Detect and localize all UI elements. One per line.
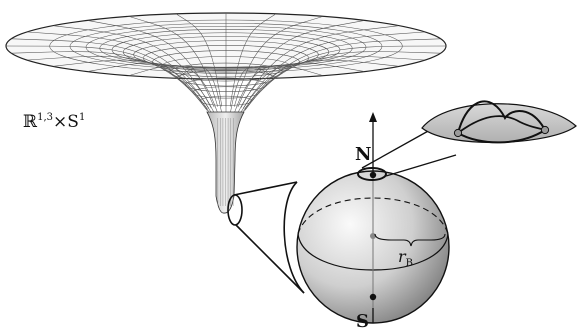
funnel-spoke xyxy=(27,31,210,109)
throat-ring xyxy=(227,194,243,226)
radius-brace xyxy=(374,233,446,247)
sphere: rB xyxy=(296,112,450,324)
inset-point-left xyxy=(453,128,463,138)
north-label: N xyxy=(355,144,371,165)
funnel-spoke xyxy=(53,59,212,113)
north-pole-point xyxy=(369,171,377,179)
inset-cap xyxy=(421,100,577,144)
spacetime-label: ℝ1,3×S1 xyxy=(23,112,85,132)
funnel-spoke xyxy=(237,20,364,108)
throat-lines xyxy=(217,117,234,207)
funnel-spoke xyxy=(176,14,223,107)
inset-point-right xyxy=(540,125,550,135)
funnel-spoke xyxy=(53,25,212,108)
radius-label: rB xyxy=(398,247,413,269)
funnel-spoke xyxy=(242,55,425,112)
funnel-spoke xyxy=(229,66,276,114)
funnel-spoke xyxy=(240,25,399,108)
cone-bottom-edge xyxy=(235,224,305,294)
funnel-spoke xyxy=(244,38,441,110)
axis-arrowhead xyxy=(369,112,377,122)
north-loop xyxy=(357,167,387,181)
funnel-spoke xyxy=(242,31,425,109)
zoom-cone xyxy=(227,181,305,294)
funnel-spoke xyxy=(244,51,441,111)
funnel-spoke xyxy=(130,65,219,114)
inset-loop-lower xyxy=(457,129,546,144)
funnel-spoke xyxy=(11,51,208,111)
funnel-spoke xyxy=(176,66,223,114)
cone-top-edge xyxy=(233,181,298,196)
south-pole-point xyxy=(369,293,377,301)
inset-line-upper xyxy=(361,129,431,169)
inset-loop-upper xyxy=(457,100,546,134)
funnel-spoke xyxy=(130,16,219,107)
inset-zoom-lines xyxy=(361,129,457,177)
funnel-mesh xyxy=(5,12,447,114)
south-label: S xyxy=(356,311,369,328)
funnel-spoke xyxy=(5,45,208,111)
funnel-spoke xyxy=(229,14,276,107)
funnel-spoke xyxy=(88,20,215,108)
funnel-spoke xyxy=(240,59,399,113)
funnel-spoke xyxy=(244,45,447,111)
funnel-spoke xyxy=(11,38,208,110)
cone-far-rim xyxy=(283,181,305,294)
inset-loop-middle xyxy=(457,115,546,134)
inset-line-lower xyxy=(385,154,457,177)
funnel-surface xyxy=(5,12,447,214)
funnel-spoke xyxy=(233,16,322,107)
